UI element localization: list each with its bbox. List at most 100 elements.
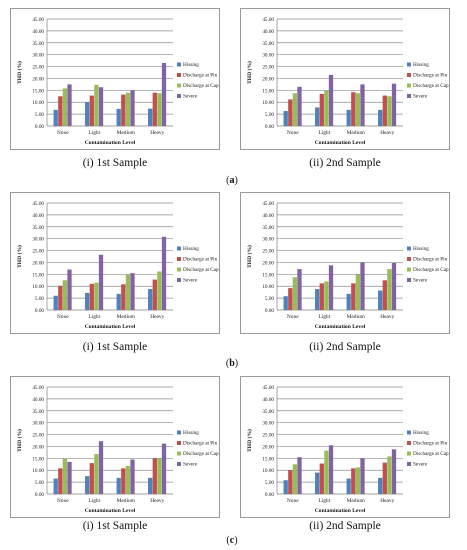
x-tick-label: None [287, 498, 299, 504]
bar [121, 284, 126, 310]
y-tick-label: 10.00 [262, 468, 274, 474]
y-tick-label: 15.00 [32, 88, 44, 94]
y-tick-label: 40.00 [32, 29, 44, 35]
y-tick-label: 15.00 [262, 456, 274, 462]
legend-swatch [177, 278, 181, 282]
legend-label: Discharge at Cap [413, 267, 449, 273]
bar [391, 83, 397, 126]
y-axis-title: THD (%) [16, 429, 23, 452]
legend-label: Hissing [413, 246, 429, 252]
legend-swatch [177, 257, 181, 261]
legend-label: Discharge at Pin [183, 73, 218, 79]
row-label-c: (c) [226, 535, 238, 546]
bar [360, 458, 365, 494]
bar [85, 476, 90, 494]
bar [283, 296, 288, 310]
row-letter: b [229, 358, 235, 369]
x-tick-label: None [287, 130, 299, 136]
legend-swatch [407, 73, 411, 77]
y-tick-label: 5.00 [265, 296, 274, 302]
bar [98, 254, 104, 310]
bar [130, 459, 135, 494]
y-tick-label: 5.00 [35, 296, 44, 302]
legend-label: Hissing [413, 62, 429, 68]
y-tick-label: 35.00 [262, 225, 274, 231]
bar [62, 280, 68, 310]
bar [283, 480, 288, 494]
bar [148, 289, 153, 310]
bar [116, 108, 121, 126]
bar [67, 84, 72, 126]
x-axis-title: Contamination Level [315, 508, 366, 514]
bar [355, 467, 361, 494]
chart-svg: 0.00 5.00 10.00 15.00 20.00 25.00 30.00 35.00 40… [16, 385, 219, 514]
chart-panel-a-ii: 0.00 5.00 10.00 15.00 20.00 25.00 30.00 35.00 40… [240, 8, 450, 150]
bar [161, 236, 167, 310]
bar [89, 95, 94, 126]
bar [94, 84, 99, 126]
y-tick-label: 25.00 [262, 65, 274, 71]
bar [116, 477, 121, 494]
legend-label: Discharge at Pin [183, 257, 218, 263]
bar [315, 107, 320, 126]
x-tick-label: Light [88, 498, 100, 504]
bar [351, 92, 356, 126]
caption-b-i: (i) 1st Sample [82, 341, 148, 353]
bar [346, 478, 351, 494]
bar [382, 462, 387, 494]
legend-swatch [177, 430, 181, 435]
y-tick-label: 20.00 [32, 76, 44, 82]
bar [319, 283, 324, 310]
y-tick-label: 30.00 [32, 421, 44, 427]
bar [58, 96, 63, 126]
legend-swatch [177, 62, 181, 67]
bar [121, 94, 126, 126]
bar [67, 461, 72, 494]
bar [157, 458, 162, 494]
legend-label: Hissing [183, 62, 199, 68]
y-tick-label: 25.00 [32, 433, 44, 439]
y-tick-label: 10.00 [32, 100, 44, 106]
y-axis-title: THD (%) [246, 61, 253, 84]
legend-swatch [177, 451, 181, 456]
bar [161, 443, 167, 494]
x-axis-title: Contamination Level [85, 140, 136, 146]
legend-label: Severe [183, 462, 198, 468]
x-tick-label: Heavy [150, 498, 164, 504]
legend-swatch [177, 267, 181, 272]
y-axis-title: THD (%) [16, 61, 23, 84]
caption-a-ii: (ii) 2nd Sample [309, 157, 381, 169]
bar [125, 92, 131, 126]
bar [351, 283, 356, 310]
bar [355, 93, 361, 126]
x-axis-title: Contamination Level [315, 324, 366, 330]
bar [94, 454, 99, 494]
bar [152, 279, 157, 310]
legend-swatch [177, 441, 181, 445]
x-tick-label: Medium [117, 130, 136, 136]
bar [85, 292, 90, 310]
bar [378, 109, 383, 126]
legend-label: Discharge at Cap [413, 451, 449, 457]
chart-svg: 0.00 5.00 10.00 15.00 20.00 25.00 30.00 35.00 40… [16, 17, 219, 146]
chart-svg: 0.00 5.00 10.00 15.00 20.00 25.00 30.00 35.00 40… [246, 201, 449, 330]
y-tick-label: 0.00 [35, 124, 44, 130]
legend-swatch [407, 441, 411, 445]
legend-swatch [177, 246, 181, 251]
bar [288, 288, 293, 310]
legend-label: Severe [183, 278, 198, 284]
bar [387, 269, 392, 310]
bar [121, 468, 126, 494]
y-tick-label: 45.00 [32, 201, 44, 207]
y-tick-label: 20.00 [32, 260, 44, 266]
bar [324, 90, 329, 126]
x-tick-label: Heavy [150, 130, 164, 136]
x-tick-label: Light [318, 314, 330, 320]
legend-swatch [177, 94, 181, 98]
y-tick-label: 45.00 [262, 17, 274, 23]
bar [292, 464, 298, 494]
bar [328, 265, 334, 310]
bar [378, 477, 383, 494]
y-tick-label: 5.00 [265, 112, 274, 118]
y-tick-label: 0.00 [35, 492, 44, 498]
